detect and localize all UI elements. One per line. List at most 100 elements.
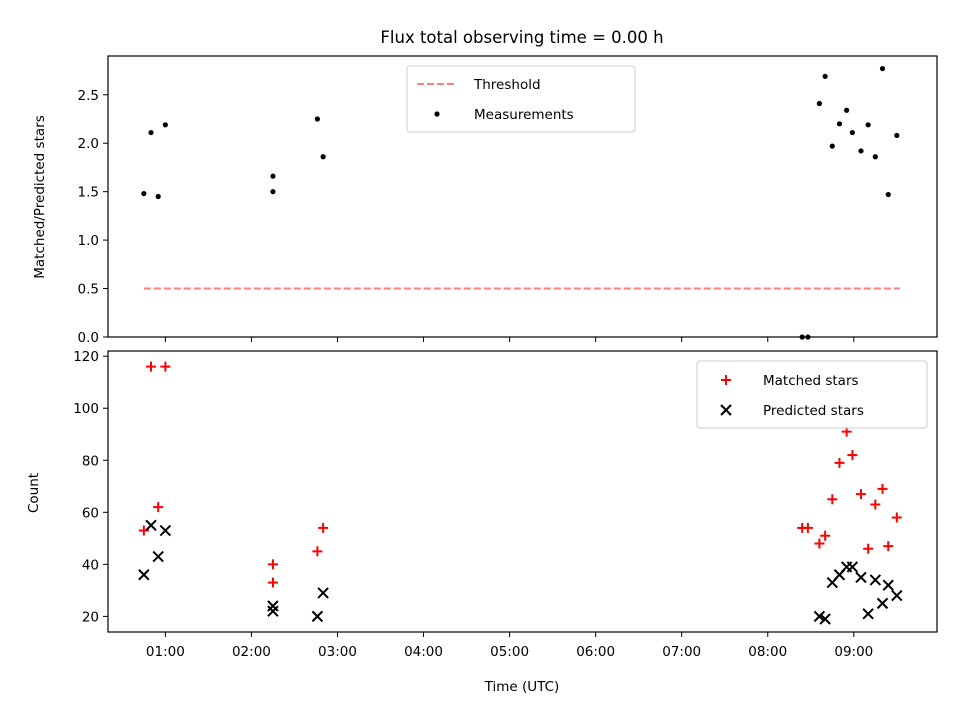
predicted-star-point xyxy=(267,600,279,612)
predicted-star-point xyxy=(846,561,859,573)
bottom-legend: Matched stars Predicted stars xyxy=(696,360,928,429)
matched-star-point xyxy=(267,577,278,588)
measurement-point xyxy=(894,132,900,139)
matched-star-point xyxy=(877,483,888,494)
measurement-point xyxy=(858,148,864,154)
predicted-star-point xyxy=(159,524,172,537)
top-y-tick-label: 1.5 xyxy=(78,185,99,201)
measurement-point xyxy=(836,121,843,127)
matched-star-point xyxy=(870,499,881,510)
predicted-star-point-b xyxy=(138,569,150,581)
top-legend: Threshold Measurements xyxy=(406,65,636,133)
measurement-point xyxy=(162,122,168,128)
legend-measurements-swatch xyxy=(434,111,440,117)
measurement-point xyxy=(844,107,850,113)
x-tick-label: 06:00 xyxy=(576,644,615,660)
predicted-star-point-b xyxy=(891,589,903,602)
measurement-point xyxy=(320,154,326,160)
top-y-axis-label: Matched/Predicted stars xyxy=(32,115,48,278)
bottom-y-tick-label: 80 xyxy=(82,453,99,469)
x-tick-label: 02:00 xyxy=(232,644,271,660)
predicted-star-point-b xyxy=(159,524,172,537)
measurement-point xyxy=(314,116,321,122)
measurement-point xyxy=(816,100,822,107)
predicted-star-point xyxy=(855,571,867,584)
measurement-point xyxy=(879,65,886,72)
matched-star-point xyxy=(847,450,858,461)
measurement-point xyxy=(865,122,871,128)
top-y-tick-label: 2.0 xyxy=(78,136,99,152)
matched-star-point xyxy=(312,546,323,557)
matched-star-point xyxy=(834,457,845,468)
legend-measurements-label: Measurements xyxy=(474,107,574,123)
measurement-point xyxy=(155,193,161,200)
legend-matched-label: Matched stars xyxy=(763,373,859,389)
predicted-star-point xyxy=(152,550,164,563)
predicted-star-point-b xyxy=(876,597,889,610)
bottom-y-tick-label: 40 xyxy=(82,557,99,573)
matched-star-point xyxy=(891,512,902,523)
top-plot-frame xyxy=(107,55,938,338)
predicted-star-point xyxy=(267,605,279,617)
predicted-star-point-b xyxy=(869,574,882,586)
predicted-star-point-b xyxy=(813,610,826,623)
legend-predicted-swatch xyxy=(720,404,732,416)
measurement-point xyxy=(270,189,276,195)
top-y-tick-label: 2.5 xyxy=(78,88,99,104)
predicted-star-point-b xyxy=(819,613,831,625)
predicted-star-point-b xyxy=(267,605,279,617)
predicted-star-point xyxy=(891,589,903,602)
measurement-point xyxy=(885,191,891,198)
matched-star-point xyxy=(153,502,164,513)
matched-star-point xyxy=(883,541,894,552)
top-plot: 0.0 0.5 1.0 1.5 2.0 2.5 Threshold Measurements xyxy=(78,55,938,346)
top-y-tick-label: 0.5 xyxy=(78,282,99,298)
predicted-star-point xyxy=(862,608,874,620)
predicted-star-point-b xyxy=(145,519,157,532)
predicted-star-point-b xyxy=(317,587,329,599)
x-tick-label: 03:00 xyxy=(318,644,357,660)
measurement-point xyxy=(872,154,878,160)
measurement-point xyxy=(141,190,147,197)
bottom-y-tick-label: 120 xyxy=(73,349,99,365)
top-y-tick-label: 1.0 xyxy=(78,233,99,249)
x-axis-label: Time (UTC) xyxy=(484,679,560,695)
chart-title: Flux total observing time = 0.00 h xyxy=(380,28,663,47)
predicted-star-point xyxy=(317,587,329,599)
predicted-star-point-b xyxy=(882,579,894,591)
legend-predicted-label: Predicted stars xyxy=(763,403,864,419)
predicted-star-point xyxy=(869,574,882,586)
predicted-star-point-b xyxy=(311,610,324,623)
matched-star-point xyxy=(802,522,813,533)
x-tick-label: 05:00 xyxy=(490,644,529,660)
x-tick-label: 07:00 xyxy=(662,644,701,660)
x-tick-label: 08:00 xyxy=(748,644,787,660)
measurement-point xyxy=(829,143,835,149)
predicted-star-point-b xyxy=(855,571,867,584)
matched-star-point xyxy=(267,559,278,570)
matched-star-point xyxy=(146,361,157,372)
measurement-point xyxy=(148,129,154,136)
legend-threshold-label: Threshold xyxy=(473,77,541,93)
matched-star-point xyxy=(827,494,838,505)
bottom-y-tick-label: 60 xyxy=(82,505,99,521)
predicted-star-point xyxy=(819,613,831,625)
bottom-y-tick-label: 20 xyxy=(82,609,99,625)
bottom-legend-box xyxy=(696,360,928,429)
measurement-point xyxy=(849,129,855,136)
predicted-star-point xyxy=(813,610,826,623)
predicted-star-point xyxy=(145,519,157,532)
legend-matched-swatch xyxy=(721,375,731,385)
bottom-y-tick-label: 100 xyxy=(73,401,99,417)
measurement-point xyxy=(822,73,828,79)
matched-star-point xyxy=(855,489,866,500)
legend-predicted-swatch-b xyxy=(720,404,732,416)
predicted-star-point xyxy=(882,579,894,591)
predicted-star-point xyxy=(876,597,889,610)
x-tick-label: 01:00 xyxy=(146,644,185,660)
predicted-star-point-b xyxy=(846,561,859,573)
x-tick-label: 04:00 xyxy=(404,644,443,660)
x-tick-label: 09:00 xyxy=(834,644,873,660)
